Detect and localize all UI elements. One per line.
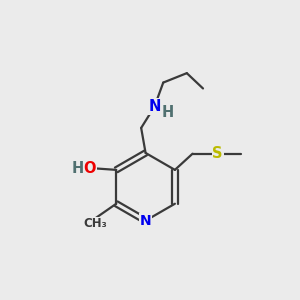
- Text: S: S: [212, 146, 223, 161]
- Text: N: N: [140, 214, 152, 228]
- Text: O: O: [83, 161, 96, 176]
- Text: H: H: [161, 104, 174, 119]
- Text: H: H: [71, 161, 83, 176]
- Text: N: N: [148, 99, 160, 114]
- Text: CH₃: CH₃: [83, 217, 107, 230]
